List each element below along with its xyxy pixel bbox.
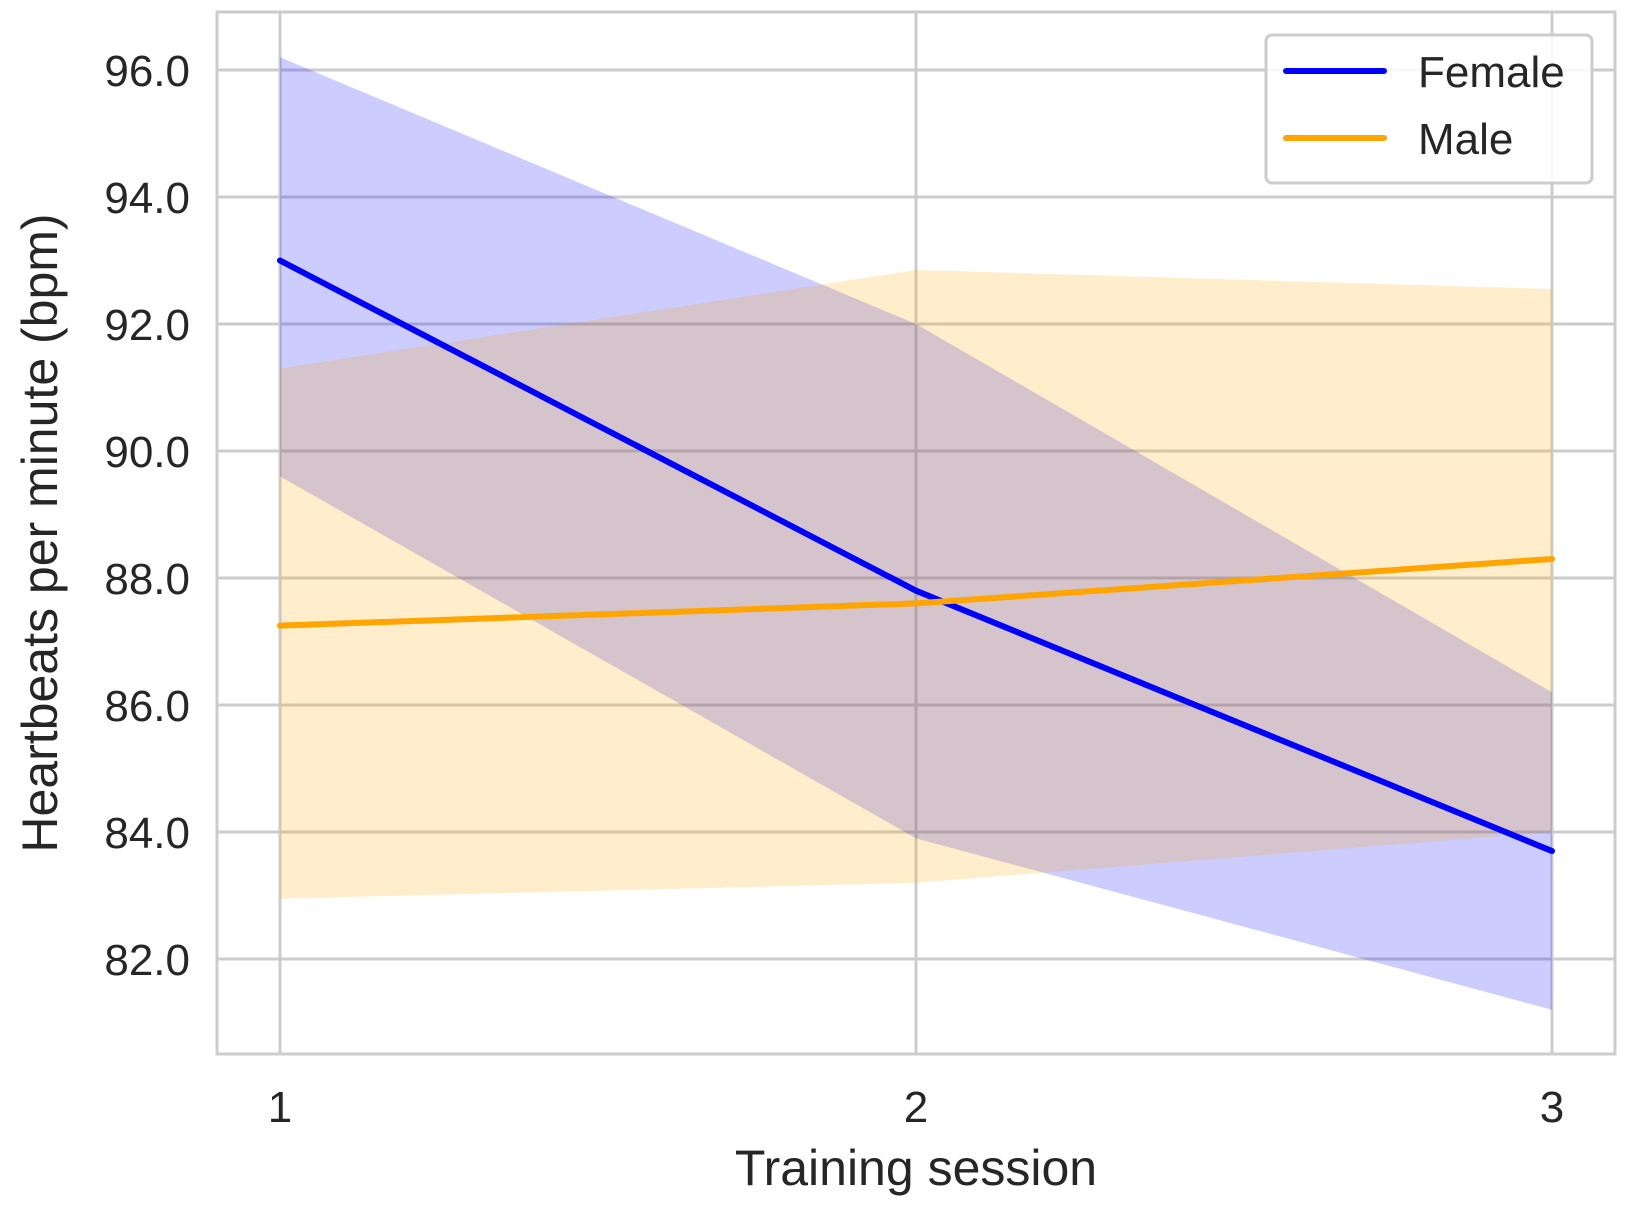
y-tick-label: 86.0 — [104, 682, 190, 731]
y-tick-label: 90.0 — [104, 428, 190, 477]
plot-frame — [215, 10, 1617, 1056]
x-axis-label: Training session — [735, 1140, 1097, 1196]
x-tick-label: 3 — [1540, 1083, 1564, 1132]
confidence-band-male — [280, 270, 1552, 899]
series-line-female — [277, 257, 1555, 855]
legend-label-male: Male — [1418, 115, 1513, 164]
y-axis-label: Heartbeats per minute (bpm) — [12, 213, 68, 852]
y-tick-label: 94.0 — [104, 174, 190, 223]
y-tick-label: 92.0 — [104, 301, 190, 350]
y-tick-label: 96.0 — [104, 47, 190, 96]
legend-label-female: Female — [1418, 48, 1565, 97]
x-tick-label: 1 — [268, 1083, 292, 1132]
series-lines — [277, 257, 1555, 855]
x-axis-ticks: 1 2 3 — [268, 1083, 1564, 1132]
confidence-band-female — [280, 57, 1552, 1010]
y-axis-ticks: 82.0 84.0 86.0 88.0 90.0 92.0 94.0 96.0 — [104, 47, 190, 985]
y-tick-label: 84.0 — [104, 809, 190, 858]
x-tick-label: 2 — [904, 1083, 928, 1132]
y-tick-label: 88.0 — [104, 555, 190, 604]
y-tick-label: 82.0 — [104, 936, 190, 985]
legend: Female Male — [1264, 33, 1594, 185]
series-line-male — [277, 555, 1555, 629]
